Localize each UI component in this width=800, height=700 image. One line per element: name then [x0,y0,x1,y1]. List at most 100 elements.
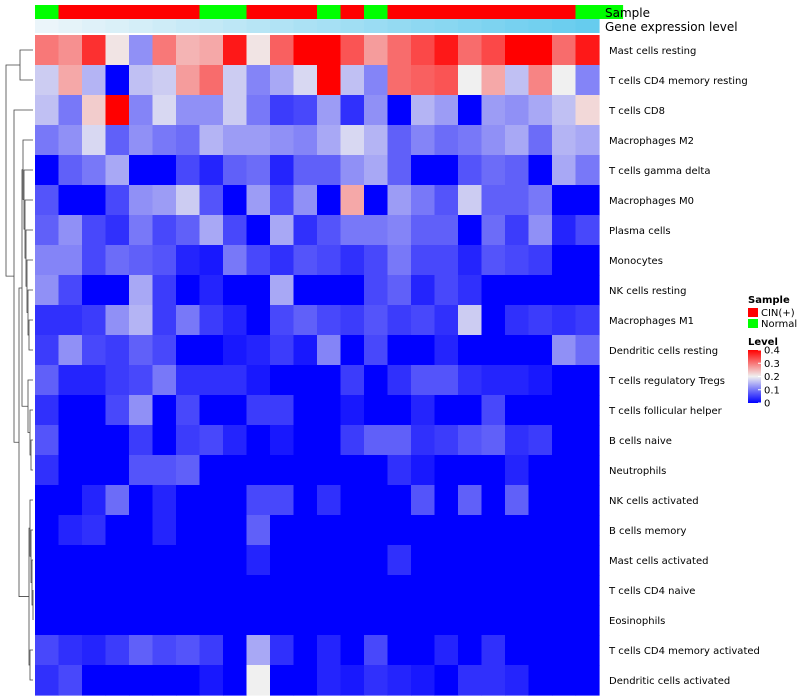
heatmap-cell [293,425,318,456]
heatmap-cell [293,125,318,156]
heatmap-cell [105,275,130,306]
heatmap-cell [246,665,271,696]
heatmap-cell [246,125,271,156]
sample-annotation-cell [387,5,412,19]
legend-tick-label: 0.2 [764,372,780,383]
heatmap-cell [364,125,389,156]
heatmap-cell [152,515,177,546]
expression-annotation-cell [317,19,342,33]
heatmap-cell [82,365,107,396]
heatmap-cell [434,455,459,486]
heatmap-cell [105,545,130,576]
heatmap-cell [199,245,224,276]
heatmap-cell [528,215,553,246]
heatmap-cell [528,245,553,276]
heatmap-cell [411,515,436,546]
sample-annotation-cell [246,5,271,19]
heatmap-cell [481,155,506,186]
heatmap-cell [129,485,154,516]
heatmap-cell [293,245,318,276]
expression-annotation-cell [387,19,412,33]
heatmap-cell [176,665,201,696]
heatmap-cell [35,365,60,396]
heatmap-cell [340,155,365,186]
heatmap-cell [223,575,248,606]
expression-annotation-label: Gene expression level [605,20,738,34]
heatmap-cell [364,155,389,186]
heatmap-cell [528,575,553,606]
heatmap-cell [364,365,389,396]
heatmap-cell [458,635,483,666]
heatmap-cell [364,515,389,546]
heatmap-cell [176,95,201,126]
heatmap-cell [411,185,436,216]
heatmap-cell [364,185,389,216]
heatmap-cell [317,455,342,486]
heatmap-cell [434,635,459,666]
heatmap-cell [152,95,177,126]
heatmap-cell [199,125,224,156]
heatmap-cell [575,425,600,456]
heatmap-cell [575,35,600,66]
heatmap-cell [364,305,389,336]
heatmap-cell [575,185,600,216]
sample-annotation-cell [505,5,530,19]
heatmap-cell [129,425,154,456]
row-label: Plasma cells [609,226,671,237]
row-label: B cells naive [609,436,672,447]
heatmap-cell [129,365,154,396]
heatmap-cell [387,365,412,396]
heatmap-cell [35,665,60,696]
heatmap-cell [152,245,177,276]
heatmap-cell [552,575,577,606]
heatmap-cell [58,335,83,366]
heatmap-cell [129,305,154,336]
heatmap-cell [505,335,530,366]
expression-annotation-cell [270,19,295,33]
expression-annotation-cell [223,19,248,33]
heatmap-cell [458,35,483,66]
heatmap-cell [411,155,436,186]
heatmap-cell [505,275,530,306]
heatmap-cell [105,365,130,396]
heatmap-cell [340,65,365,96]
heatmap-cell [481,275,506,306]
heatmap-cell [387,605,412,636]
heatmap-cell [552,35,577,66]
heatmap-cell [152,575,177,606]
sample-annotation-cell [434,5,459,19]
heatmap-cell [152,665,177,696]
heatmap-cell [35,635,60,666]
heatmap-cell [387,425,412,456]
heatmap-cell [387,545,412,576]
heatmap-cell [340,485,365,516]
heatmap-cell [82,335,107,366]
heatmap-cell [411,275,436,306]
sample-annotation-cell [458,5,483,19]
heatmap-cell [35,95,60,126]
heatmap-cell [505,605,530,636]
heatmap-cell [270,635,295,666]
heatmap-cell [82,215,107,246]
sample-annotation-cell [223,5,248,19]
heatmap-cell [458,665,483,696]
heatmap-cell [575,485,600,516]
heatmap-cell [528,515,553,546]
heatmap-cell [387,635,412,666]
heatmap-cell [364,635,389,666]
heatmap-cell [528,65,553,96]
heatmap-cell [434,185,459,216]
heatmap-cell [528,335,553,366]
expression-annotation-cell [152,19,177,33]
heatmap-cell [152,455,177,486]
heatmap-cell [82,185,107,216]
heatmap-cell [434,365,459,396]
heatmap-cell [411,65,436,96]
heatmap-cell [552,545,577,576]
heatmap-cell [105,125,130,156]
sample-annotation-cell [528,5,553,19]
sample-annotation-cell [599,5,624,19]
heatmap-cell [246,575,271,606]
heatmap-cell [223,485,248,516]
heatmap-cell [58,605,83,636]
